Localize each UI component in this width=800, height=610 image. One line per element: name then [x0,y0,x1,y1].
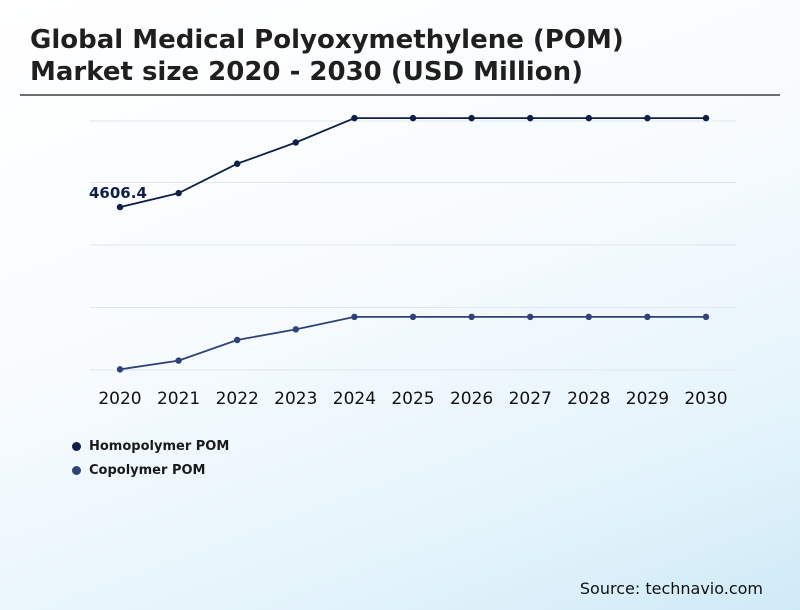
data-point [409,313,417,321]
x-tick-label: 2030 [684,389,727,409]
line-chart: 2020 2021 2022 2023 2024 2025 2026 2027 2028 2029… [89,114,736,409]
legend-item-copolymer: Copolymer POM [72,458,229,482]
title-divider [20,94,780,96]
data-point [702,313,710,321]
data-point [527,114,534,122]
x-tick-label: 2026 [450,389,493,409]
data-point [234,336,241,344]
data-point [351,313,358,321]
x-tick-label: 2028 [567,389,610,409]
x-tick-label: 2023 [274,389,317,409]
data-point [585,114,592,122]
legend-item-homopolymer: Homopolymer POM [72,434,229,458]
source-credit: Source: technavio.com [579,579,763,598]
chart-title-line-2: Market size 2020 - 2030 (USD Million) [30,57,583,87]
x-tick-label: 2020 [98,389,141,409]
data-point [234,160,241,167]
data-point [702,114,710,122]
data-point [351,114,358,122]
series-line-homopolymer [119,117,706,208]
data-point [468,114,475,122]
x-tick-label: 2022 [216,389,259,409]
data-point [527,313,534,321]
x-tick-label: 2021 [157,389,200,409]
data-point [175,357,182,364]
data-point [585,313,592,321]
data-label: 4606.4 [89,184,147,202]
data-point [116,203,124,211]
chart-legend: Homopolymer POM Copolymer POM [72,434,229,482]
data-point [468,313,475,321]
series-line-copolymer [119,315,706,371]
data-point [644,313,651,321]
data-point [292,326,299,333]
x-tick-label: 2025 [391,389,434,409]
data-point [644,114,651,122]
x-tick-label: 2027 [509,389,552,409]
legend-label-homopolymer: Homopolymer POM [89,438,230,454]
legend-marker-copolymer [72,465,81,475]
data-point [175,189,182,197]
data-point [409,114,417,122]
legend-label-copolymer: Copolymer POM [89,462,206,478]
chart-title-line-1: Global Medical Polyoxymethylene (POM) [30,25,624,55]
legend-marker-homopolymer [72,441,81,451]
x-tick-label: 2024 [333,389,376,409]
chart-title: Global Medical Polyoxymethylene (POM) Ma… [30,24,750,88]
data-point [116,366,124,373]
x-tick-label: 2029 [626,389,669,409]
data-point [292,139,299,146]
